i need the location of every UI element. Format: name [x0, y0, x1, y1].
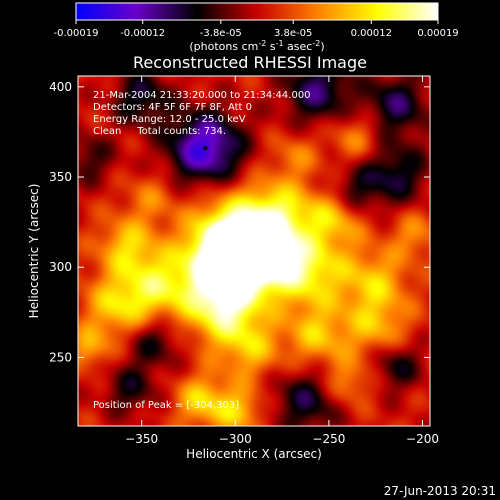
chart-title: Reconstructed RHESSI Image [133, 53, 367, 72]
x-tick-label: −250 [312, 432, 345, 446]
y-tick-label: 300 [49, 260, 72, 274]
x-tick-label: −200 [406, 432, 439, 446]
footer-timestamp: 27-Jun-2013 20:31 [384, 484, 496, 498]
colorbar-tick-label: -0.00019 [54, 28, 99, 39]
annotation-clean-counts: Clean Total counts: 734. [93, 126, 226, 137]
x-axis-label: Heliocentric X (arcsec) [186, 447, 322, 461]
y-axis-ticks: 250 300 350 400 [49, 80, 430, 364]
annotations: 21-Mar-2004 21:33:20.000 to 21:34:44.000… [93, 90, 311, 411]
y-tick-label: 250 [49, 350, 72, 364]
colorbar-tick-label: -3.8e-05 [200, 28, 242, 39]
colorbar-units: (photons cm-2 s-1 asec-2) [189, 39, 324, 53]
annotation-detectors: Detectors: 4F 5F 6F 7F 8F, Att 0 [93, 102, 252, 113]
y-tick-label: 400 [49, 80, 72, 94]
plot-frame [77, 75, 431, 427]
colorbar-ticks [75, 20, 439, 24]
x-axis-ticks: −350 −300 −250 −200 [125, 76, 439, 446]
y-tick-label: 350 [49, 170, 72, 184]
annotation-energy-range: Energy Range: 12.0 - 25.0 keV [93, 114, 246, 125]
colorbar-frame [75, 2, 439, 21]
colorbar-tick-label: 0.00012 [351, 28, 392, 39]
annotation-peak-position: Position of Peak = [-304,303] [93, 400, 239, 411]
colorbar-gradient [76, 3, 438, 20]
colorbar-tick-label: 0.00019 [417, 28, 458, 39]
y-axis-label: Heliocentric Y (arcsec) [27, 184, 41, 319]
x-tick-label: −350 [125, 432, 158, 446]
colorbar-tick-labels: -0.00019 -0.00012 -3.8e-05 3.8e-05 0.00012 0.… [54, 28, 459, 39]
colorbar-tick-label: 3.8e-05 [274, 28, 312, 39]
annotation-time-range: 21-Mar-2004 21:33:20.000 to 21:34:44.000 [93, 90, 311, 101]
colorbar-tick-label: -0.00012 [120, 28, 165, 39]
colorbar: -0.00019 -0.00012 -3.8e-05 3.8e-05 0.00012 0.… [54, 2, 459, 53]
peak-marker [203, 145, 208, 151]
heatmap-image [78, 76, 430, 426]
x-tick-label: −300 [219, 432, 252, 446]
